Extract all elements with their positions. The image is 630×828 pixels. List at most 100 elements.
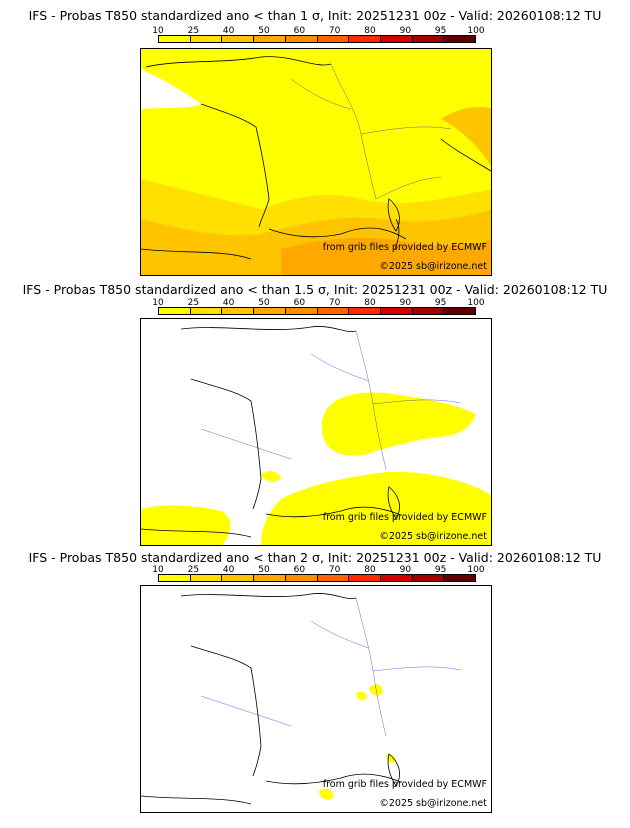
colorbar-segment	[285, 308, 318, 314]
colorbar-segment	[190, 575, 223, 581]
colorbar-tick-label: 90	[399, 26, 412, 36]
colorbar-tick-label: 95	[434, 565, 447, 575]
colorbar-segment	[317, 575, 350, 581]
colorbar-tick-label: 70	[328, 298, 341, 308]
colorbar-segment	[254, 36, 286, 42]
coastlines	[141, 326, 402, 538]
colorbar-segment	[380, 575, 413, 581]
colorbar-segment	[349, 575, 381, 581]
colorbar-tick-label: 50	[258, 26, 270, 36]
credit-copyright: ©2025 sb@irizone.net	[379, 531, 487, 542]
colorbar	[158, 307, 476, 315]
colorbar-segment	[412, 308, 445, 314]
coastlines	[141, 593, 402, 805]
colorbar-tick-label: 40	[222, 565, 235, 575]
borders	[200, 330, 462, 470]
probability-field-yellow-patch	[356, 691, 367, 701]
probability-field-yellow-south	[261, 471, 491, 545]
colorbar-segment	[222, 36, 255, 42]
colorbar-tick-label: 95	[434, 26, 447, 36]
colorbar-segment	[254, 575, 286, 581]
colorbar	[158, 574, 476, 582]
map-panel-2: IFS - Probas T850 standardized ano < tha…	[0, 280, 630, 550]
colorbar-tick-label: 25	[187, 298, 200, 308]
colorbar-tick-label: 25	[187, 565, 200, 575]
colorbar-segment	[254, 308, 286, 314]
colorbar-segment	[222, 308, 255, 314]
colorbar-tick-label: 90	[399, 565, 412, 575]
colorbar-tick-label: 10	[152, 565, 164, 575]
colorbar-tick-label: 90	[399, 298, 412, 308]
panel-title: IFS - Probas T850 standardized ano < tha…	[28, 8, 602, 23]
colorbar-tick-label: 50	[258, 565, 270, 575]
credit-copyright: ©2025 sb@irizone.net	[379, 798, 487, 809]
credit-source: from grib files provided by ECMWF	[322, 779, 487, 790]
colorbar-segment	[159, 36, 191, 42]
map-panel-3: IFS - Probas T850 standardized ano < tha…	[0, 550, 630, 828]
colorbar	[158, 35, 476, 43]
coastlines	[141, 56, 491, 260]
map-graphic	[141, 49, 491, 275]
probability-map: from grib files provided by ECMWF ©2025 …	[140, 318, 492, 546]
map-panel-1: IFS - Probas T850 standardized ano < tha…	[0, 0, 630, 280]
colorbar-ticks: 10 25 40 50 60 70 80 90 95 100	[152, 565, 484, 575]
map-background	[141, 586, 491, 812]
probability-map: from grib files provided by ECMWF ©2025 …	[140, 585, 492, 813]
colorbar-segment	[190, 308, 223, 314]
colorbar-segment	[412, 575, 445, 581]
colorbar-segment	[412, 36, 445, 42]
colorbar-tick-label: 10	[152, 298, 164, 308]
colorbar-tick-label: 100	[467, 565, 485, 575]
colorbar-tick-label: 70	[328, 26, 341, 36]
colorbar-ticks: 10 25 40 50 60 70 80 90 95 100	[152, 26, 484, 36]
colorbar-segment	[317, 36, 350, 42]
colorbar-segment	[349, 308, 381, 314]
credit-copyright: ©2025 sb@irizone.net	[379, 261, 487, 272]
colorbar-tick-label: 10	[152, 26, 164, 36]
colorbar-tick-label: 70	[328, 565, 341, 575]
colorbar-segment	[444, 575, 476, 581]
colorbar-tick-label: 40	[222, 298, 235, 308]
colorbar-tick-label: 60	[293, 298, 306, 308]
colorbar-segment	[349, 36, 381, 42]
colorbar-tick-label: 100	[467, 26, 485, 36]
colorbar-tick-label: 95	[434, 298, 447, 308]
colorbar-segment	[159, 575, 191, 581]
panel-title: IFS - Probas T850 standardized ano < tha…	[22, 282, 608, 297]
colorbar-segment	[285, 575, 318, 581]
probability-map: from grib files provided by ECMWF ©2025 …	[140, 48, 492, 276]
colorbar-tick-label: 60	[293, 26, 306, 36]
colorbar-segment	[285, 36, 318, 42]
colorbar-tick-label: 80	[364, 565, 376, 575]
colorbar-segment	[444, 308, 476, 314]
credit-source: from grib files provided by ECMWF	[322, 512, 487, 523]
colorbar-tick-label: 80	[364, 298, 376, 308]
map-graphic	[141, 319, 491, 545]
panel-title: IFS - Probas T850 standardized ano < tha…	[28, 550, 602, 565]
land-free-atlantic	[141, 69, 201, 109]
colorbar-tick-label: 60	[293, 565, 306, 575]
colorbar-segment	[380, 308, 413, 314]
colorbar-tick-label: 40	[222, 26, 235, 36]
colorbar-tick-label: 25	[187, 26, 200, 36]
map-graphic	[141, 586, 491, 812]
colorbar-ticks: 10 25 40 50 60 70 80 90 95 100	[152, 298, 484, 308]
borders	[290, 63, 452, 200]
probability-field-yellow-small	[261, 471, 281, 482]
colorbar-segment	[444, 36, 476, 42]
colorbar-segment	[190, 36, 223, 42]
probability-field-alps	[441, 107, 491, 166]
probability-field-yellow-east	[321, 392, 476, 456]
colorbar-tick-label: 80	[364, 26, 376, 36]
colorbar-tick-label: 100	[467, 298, 485, 308]
probability-field-yellow-southwest	[141, 505, 231, 545]
credit-source: from grib files provided by ECMWF	[322, 242, 487, 253]
colorbar-segment	[222, 575, 255, 581]
colorbar-segment	[380, 36, 413, 42]
colorbar-segment	[159, 308, 191, 314]
colorbar-tick-label: 50	[258, 298, 270, 308]
probability-field-yellow-patch	[319, 788, 334, 800]
borders	[200, 597, 462, 737]
colorbar-segment	[317, 308, 350, 314]
probability-field-orange-dark	[281, 237, 491, 275]
